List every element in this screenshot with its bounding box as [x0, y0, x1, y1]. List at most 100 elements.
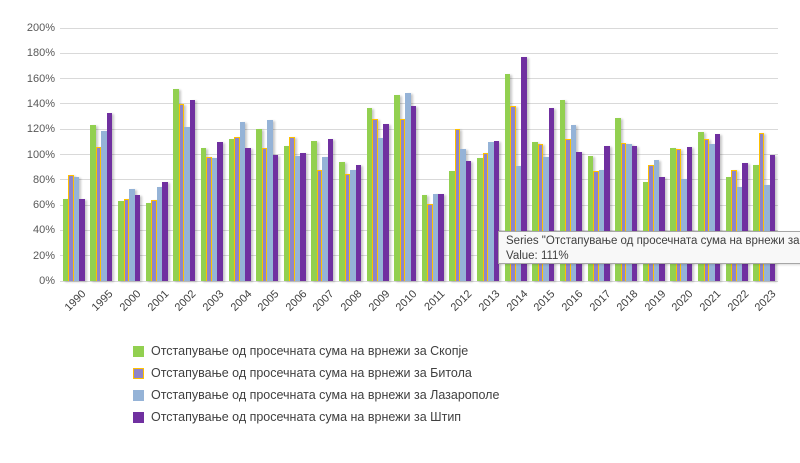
- bar-1990-series2[interactable]: [73, 177, 80, 281]
- bar-2019-series3[interactable]: [659, 177, 665, 281]
- bar-2014-series3[interactable]: [521, 57, 527, 281]
- bar-2021-series2[interactable]: [709, 144, 715, 281]
- bar-2015-series1[interactable]: [537, 144, 544, 281]
- legend-item-bitola[interactable]: Отстапување од просечната сума на врнежи…: [133, 362, 499, 384]
- bar-2011-series2[interactable]: [432, 193, 439, 281]
- bar-1990-series1[interactable]: [68, 174, 74, 281]
- bar-2006-series1[interactable]: [289, 136, 295, 281]
- bar-2018-series1[interactable]: [620, 143, 627, 281]
- bar-2004-series1[interactable]: [234, 136, 240, 281]
- bar-2018-series3[interactable]: [631, 145, 638, 281]
- bar-2010-series1[interactable]: [399, 119, 406, 281]
- bar-1990-series0[interactable]: [62, 198, 69, 281]
- bar-2003-series3[interactable]: [217, 141, 223, 281]
- bar-2016-series3[interactable]: [576, 152, 582, 281]
- bar-2006-series2[interactable]: [294, 155, 301, 281]
- bar-2020-series3[interactable]: [686, 146, 693, 281]
- bar-2008-series1[interactable]: [344, 173, 350, 281]
- bar-2003-series1[interactable]: [206, 157, 212, 281]
- bar-2023-series3[interactable]: [769, 154, 776, 281]
- bar-2021-series1[interactable]: [703, 139, 709, 281]
- bar-2017-series1[interactable]: [593, 170, 599, 281]
- bar-2010-series3[interactable]: [410, 106, 417, 281]
- bar-2013-series2[interactable]: [488, 141, 494, 281]
- bar-2009-series2[interactable]: [377, 138, 384, 281]
- bar-2012-series2[interactable]: [460, 149, 466, 281]
- bar-2020-series1[interactable]: [675, 149, 682, 281]
- bar-2011-series0[interactable]: [421, 195, 428, 281]
- bar-2017-series0[interactable]: [587, 155, 593, 281]
- bar-2020-series0[interactable]: [670, 148, 676, 281]
- legend-item-stip[interactable]: Отстапување од просечната сума на врнежи…: [133, 406, 499, 428]
- bar-1995-series1[interactable]: [95, 146, 102, 281]
- bar-2022-series1[interactable]: [731, 169, 737, 281]
- bar-2022-series0[interactable]: [725, 177, 732, 281]
- bar-2016-series2[interactable]: [570, 125, 577, 281]
- bar-2016-series1[interactable]: [565, 139, 571, 281]
- bar-2010-series2[interactable]: [405, 92, 411, 281]
- bar-2005-series2[interactable]: [267, 120, 273, 281]
- bar-1995-series2[interactable]: [101, 130, 107, 281]
- bar-2002-series2[interactable]: [184, 126, 190, 281]
- bar-1990-series3[interactable]: [79, 198, 85, 281]
- bar-2018-series0[interactable]: [615, 117, 621, 281]
- bar-2005-series3[interactable]: [272, 154, 279, 281]
- bar-2007-series2[interactable]: [322, 157, 328, 281]
- bar-2013-series0[interactable]: [477, 158, 483, 281]
- bar-2013-series1[interactable]: [482, 153, 488, 281]
- bar-2020-series2[interactable]: [681, 178, 687, 281]
- bar-2011-series3[interactable]: [438, 193, 444, 281]
- bar-2004-series3[interactable]: [245, 148, 251, 281]
- bar-2021-series3[interactable]: [714, 134, 720, 281]
- bar-2008-series3[interactable]: [355, 164, 361, 281]
- bar-2016-series0[interactable]: [559, 100, 566, 281]
- bar-2009-series1[interactable]: [372, 119, 378, 281]
- bar-2014-series1[interactable]: [510, 106, 516, 281]
- bar-2004-series0[interactable]: [228, 139, 234, 281]
- bar-2001-series2[interactable]: [156, 187, 163, 281]
- bar-2000-series3[interactable]: [134, 195, 140, 281]
- bar-2013-series3[interactable]: [493, 140, 499, 281]
- bar-2010-series0[interactable]: [394, 95, 400, 281]
- legend-item-skopje[interactable]: Отстапување од просечната сума на врнежи…: [133, 340, 499, 362]
- bar-2012-series1[interactable]: [454, 129, 461, 281]
- bar-2007-series1[interactable]: [316, 169, 323, 281]
- bar-2005-series1[interactable]: [261, 148, 268, 281]
- bar-2003-series0[interactable]: [200, 148, 207, 281]
- bar-2023-series0[interactable]: [753, 164, 759, 281]
- bar-2009-series3[interactable]: [383, 124, 389, 281]
- bar-2014-series0[interactable]: [504, 73, 511, 281]
- bar-2002-series0[interactable]: [173, 88, 179, 281]
- bar-2023-series1[interactable]: [758, 133, 765, 281]
- bar-2015-series0[interactable]: [532, 141, 538, 281]
- bar-2014-series2[interactable]: [515, 165, 522, 281]
- bar-2001-series1[interactable]: [151, 200, 157, 281]
- bar-2003-series2[interactable]: [211, 158, 218, 281]
- bar-2000-series2[interactable]: [129, 188, 135, 281]
- bar-2019-series2[interactable]: [653, 159, 660, 281]
- bar-2008-series0[interactable]: [339, 162, 345, 281]
- bar-2022-series3[interactable]: [742, 163, 748, 281]
- bar-2017-series3[interactable]: [604, 145, 610, 281]
- bar-2001-series0[interactable]: [145, 202, 152, 281]
- bar-2000-series1[interactable]: [123, 198, 129, 281]
- bar-2000-series0[interactable]: [118, 201, 124, 281]
- bar-2015-series2[interactable]: [543, 157, 549, 281]
- bar-2005-series0[interactable]: [256, 129, 262, 281]
- bar-2019-series1[interactable]: [648, 164, 654, 281]
- bar-2004-series2[interactable]: [239, 121, 245, 281]
- bar-2006-series3[interactable]: [300, 153, 306, 281]
- bar-2011-series1[interactable]: [427, 203, 433, 281]
- bar-2015-series3[interactable]: [548, 107, 555, 281]
- bar-2007-series0[interactable]: [311, 140, 317, 281]
- bar-2002-series1[interactable]: [178, 103, 185, 281]
- bar-2017-series2[interactable]: [598, 169, 604, 281]
- bar-2001-series3[interactable]: [162, 182, 168, 281]
- bar-2012-series3[interactable]: [465, 160, 472, 281]
- bar-1995-series3[interactable]: [106, 112, 113, 281]
- bar-1995-series0[interactable]: [90, 125, 96, 281]
- bar-2012-series0[interactable]: [449, 170, 455, 281]
- bar-2021-series0[interactable]: [698, 131, 704, 281]
- legend-item-lazaropole[interactable]: Отстапување од просечната сума на врнежи…: [133, 384, 499, 406]
- bar-2009-series0[interactable]: [366, 107, 373, 281]
